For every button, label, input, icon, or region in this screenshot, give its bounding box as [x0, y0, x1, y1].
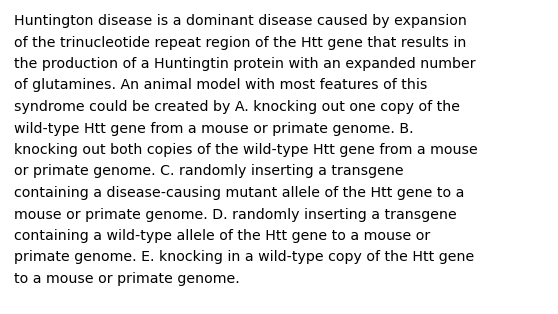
Text: syndrome could be created by A. knocking out one copy of the: syndrome could be created by A. knocking… [14, 100, 460, 114]
Text: of the trinucleotide repeat region of the Htt gene that results in: of the trinucleotide repeat region of th… [14, 35, 466, 50]
Text: wild-type Htt gene from a mouse or primate genome. B.: wild-type Htt gene from a mouse or prima… [14, 122, 413, 136]
Text: containing a wild-type allele of the Htt gene to a mouse or: containing a wild-type allele of the Htt… [14, 229, 430, 243]
Text: mouse or primate genome. D. randomly inserting a transgene: mouse or primate genome. D. randomly ins… [14, 208, 457, 221]
Text: containing a disease-causing mutant allele of the Htt gene to a: containing a disease-causing mutant alle… [14, 186, 464, 200]
Text: to a mouse or primate genome.: to a mouse or primate genome. [14, 272, 240, 286]
Text: or primate genome. C. randomly inserting a transgene: or primate genome. C. randomly inserting… [14, 165, 403, 178]
Text: of glutamines. An animal model with most features of this: of glutamines. An animal model with most… [14, 78, 427, 93]
Text: the production of a Huntingtin protein with an expanded number: the production of a Huntingtin protein w… [14, 57, 475, 71]
Text: Huntington disease is a dominant disease caused by expansion: Huntington disease is a dominant disease… [14, 14, 467, 28]
Text: knocking out both copies of the wild-type Htt gene from a mouse: knocking out both copies of the wild-typ… [14, 143, 478, 157]
Text: primate genome. E. knocking in a wild-type copy of the Htt gene: primate genome. E. knocking in a wild-ty… [14, 251, 474, 264]
